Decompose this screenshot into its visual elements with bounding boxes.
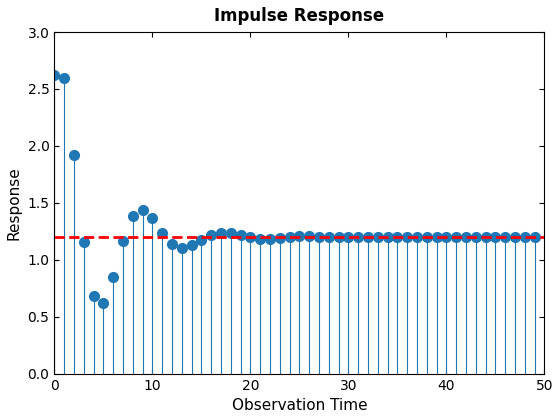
Title: Impulse Response: Impulse Response (214, 7, 384, 25)
X-axis label: Observation Time: Observation Time (231, 398, 367, 413)
Y-axis label: Response: Response (7, 166, 22, 240)
